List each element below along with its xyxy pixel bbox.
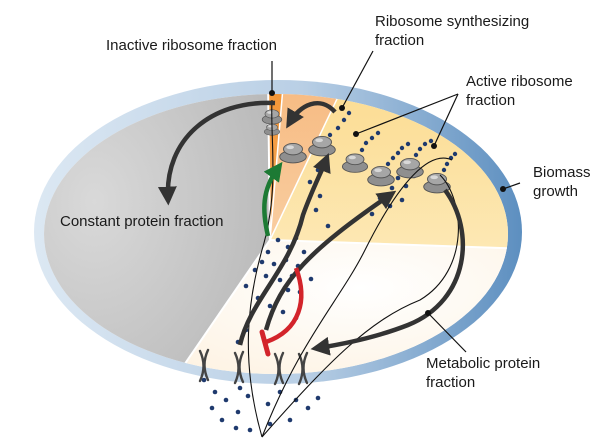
activation-arrow-green (262, 161, 283, 237)
nutrient-dot (325, 223, 331, 229)
nutrient-dot (315, 395, 321, 401)
nutrient-dot (247, 427, 253, 433)
nutrient-dot (275, 237, 281, 243)
nutrient-dot (317, 193, 323, 199)
nutrient-dot (212, 389, 218, 395)
nutrient-dot (209, 405, 215, 411)
label-active-ribosome-fraction: Active ribosome fraction (466, 73, 573, 109)
label-ribosome-synthesizing-fraction: Ribosome synthesizing fraction (375, 13, 530, 49)
inhibition-bar-red (259, 329, 271, 357)
nutrient-dot (263, 273, 269, 279)
peptide-bead (346, 110, 352, 116)
nutrient-dot (271, 261, 277, 267)
leader-synthesizing (341, 50, 374, 109)
peptide-bead (441, 167, 447, 173)
peptide-bead (444, 161, 450, 167)
nutrient-dot (305, 405, 311, 411)
nutrient-dot (287, 417, 293, 423)
nutrient-dot (389, 185, 395, 191)
nutrient-dot (259, 259, 265, 265)
peptide-bead (375, 130, 381, 136)
nutrient-dot (313, 207, 319, 213)
arrow-to-ribosome-synthesis (237, 152, 331, 346)
nutrient-dot (245, 393, 251, 399)
label-metabolic-protein-fraction: Metabolic protein fraction (426, 355, 541, 391)
peptide-bead (428, 138, 434, 144)
arrow-to-constant-fraction (157, 100, 276, 206)
peptide-bead (390, 155, 396, 161)
nutrient-dot (265, 249, 271, 255)
peptide-bead (341, 117, 347, 123)
label-inactive-ribosome-fraction: Inactive ribosome fraction (106, 37, 277, 54)
label-biomass-growth: Biomass growth (533, 164, 591, 200)
ribosome-icon (396, 157, 424, 179)
arrow-to-metabolic-fraction (310, 188, 465, 356)
peptide-bead (405, 141, 411, 147)
nutrient-dot (219, 417, 225, 423)
leader-active-2 (433, 93, 459, 147)
peptide-bead (385, 161, 391, 167)
nutrient-dot (301, 249, 307, 255)
ribosome-icon (367, 165, 395, 187)
ribosome-icon (308, 135, 336, 157)
arrow-to-active-ribosome (263, 190, 397, 331)
nutrient-dot (265, 401, 271, 407)
nutrient-dot (201, 377, 207, 383)
leader-metabolic (427, 312, 467, 353)
nutrient-dot (399, 197, 405, 203)
nutrient-dot (237, 385, 243, 391)
peptide-bead (413, 152, 419, 158)
nutrient-dot (369, 211, 375, 217)
inhibition-arc-red (265, 267, 304, 345)
peptide-bead (369, 135, 375, 141)
nutrient-dot (307, 179, 313, 185)
ribosome-glyphs (261, 109, 451, 194)
flux-line-left (247, 99, 274, 438)
peptide-bead (417, 146, 423, 152)
flux-line-right (261, 157, 453, 438)
peptide-bead (327, 132, 333, 138)
peptide-bead (359, 147, 365, 153)
arrow-ribosome-recycle (286, 101, 337, 129)
nutrient-dot (243, 283, 249, 289)
active-ribosome-sector (270, 94, 508, 250)
nascent-peptide-chains (327, 110, 458, 173)
nutrient-dot (267, 303, 273, 309)
nutrient-dot (277, 277, 283, 283)
peptide-bead (399, 145, 405, 151)
nutrient-dot (267, 421, 273, 427)
nutrient-dot (280, 309, 286, 315)
nutrient-dot (233, 425, 239, 431)
nutrient-dot (223, 397, 229, 403)
label-constant-protein-fraction: Constant protein fraction (60, 213, 224, 230)
nutrient-dot (308, 276, 314, 282)
peptide-bead (422, 141, 428, 147)
peptide-bead (395, 150, 401, 156)
nutrient-dot (395, 175, 401, 181)
leader-biomass (502, 182, 521, 190)
leader-active-1 (355, 93, 459, 135)
peptide-bead (452, 151, 458, 157)
peptide-bead (363, 140, 369, 146)
peptide-bead (335, 125, 341, 131)
nutrient-dot (235, 409, 241, 415)
ribosome-icon (341, 153, 369, 173)
ribosome-icon (279, 142, 307, 164)
